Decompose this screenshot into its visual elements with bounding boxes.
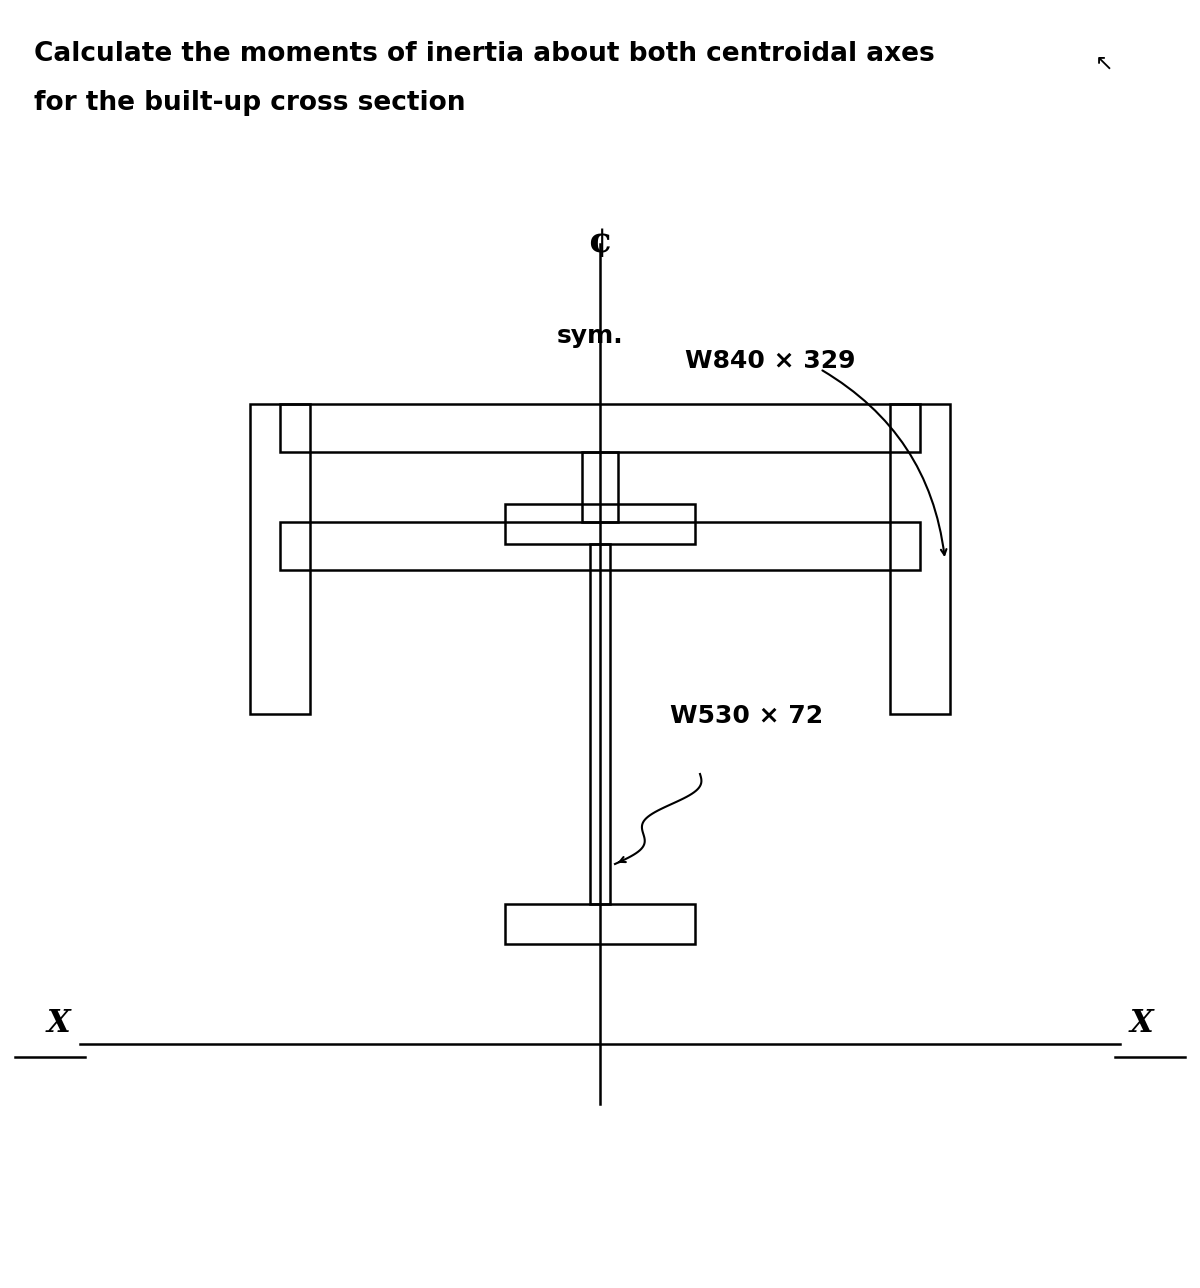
Text: for the built-up cross section: for the built-up cross section — [34, 90, 466, 116]
Text: W840 × 329: W840 × 329 — [685, 349, 856, 374]
Text: ¢: ¢ — [587, 225, 613, 259]
Bar — [582, 452, 618, 522]
Bar — [590, 544, 610, 904]
Text: W530 × 72: W530 × 72 — [670, 705, 823, 728]
Bar — [505, 904, 695, 944]
Text: Calculate the moments of inertia about both centroidal axes: Calculate the moments of inertia about b… — [34, 41, 935, 67]
Text: X: X — [47, 1009, 70, 1039]
Bar — [280, 522, 920, 571]
Text: ↖: ↖ — [1094, 54, 1114, 75]
Bar — [890, 404, 950, 714]
Text: X: X — [1130, 1009, 1153, 1039]
Bar — [280, 404, 920, 452]
Bar — [505, 504, 695, 544]
Bar — [250, 404, 310, 714]
Text: sym.: sym. — [557, 325, 623, 348]
